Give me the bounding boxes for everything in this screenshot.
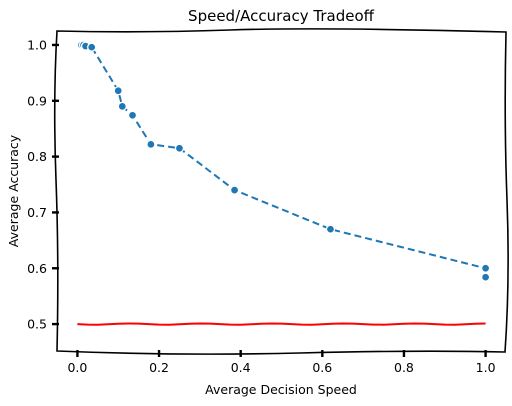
data-point: [480, 272, 491, 282]
data-point: [325, 224, 336, 234]
x-tick-label: 0.0: [67, 360, 87, 375]
plot-area: [76, 40, 491, 326]
data-point: [146, 139, 156, 149]
x-tick-label: 0.2: [149, 360, 169, 375]
data-point: [480, 263, 491, 273]
data-point: [174, 143, 185, 153]
data-point: [127, 110, 138, 120]
y-tick-label: 0.7: [27, 205, 47, 220]
data-point: [229, 185, 240, 195]
y-tick-label: 1.0: [27, 37, 47, 52]
x-tick-label: 0.6: [312, 360, 332, 375]
y-tick-label: 0.5: [27, 317, 47, 332]
data-point: [87, 42, 97, 52]
x-tick-label: 0.4: [231, 360, 251, 375]
chart-title: Speed/Accuracy Tradeoff: [188, 7, 375, 25]
y-tick-label: 0.9: [27, 93, 47, 108]
y-tick-label: 0.6: [27, 261, 47, 276]
plot-frame: [53, 28, 509, 355]
data-point: [117, 101, 127, 112]
x-tick-label: 1.0: [476, 360, 496, 375]
data-point: [113, 86, 123, 96]
x-axis-label: Average Decision Speed: [205, 382, 357, 397]
series-line: [81, 44, 487, 278]
x-axis: 0.0 0.2 0.4 0.6 0.8 1.0: [67, 350, 496, 375]
x-tick-label: 0.8: [394, 360, 414, 375]
baseline-line: [77, 322, 486, 326]
y-tick-label: 0.8: [27, 149, 47, 164]
y-axis: 0.5 0.6 0.7 0.8 0.9 1.0: [27, 37, 59, 332]
y-axis-label: Average Accuracy: [6, 134, 21, 247]
